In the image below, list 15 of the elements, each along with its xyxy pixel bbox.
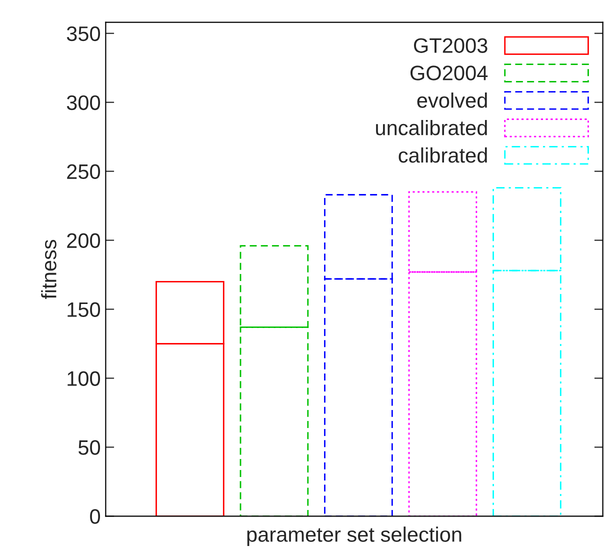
y-axis-title: fitness [41,240,56,300]
y-tick-label: 150 [68,302,100,317]
legend-label: uncalibrated [376,120,487,136]
y-tick-label: 350 [66,26,100,42]
legend-label: GT2003 [414,38,488,53]
y-tick-label: 50 [78,440,100,455]
y-tick-label: 250 [67,164,100,180]
y-tick-label: 0 [90,509,100,524]
y-tick-label: 200 [67,233,100,248]
x-axis-title: parameter set selection [247,526,462,546]
legend-label: GO2004 [410,66,488,80]
y-tick-label: 300 [66,95,100,110]
legend-label: evolved [417,92,487,108]
legend-label: calibrated [398,147,487,163]
y-tick-label: 100 [68,371,100,386]
